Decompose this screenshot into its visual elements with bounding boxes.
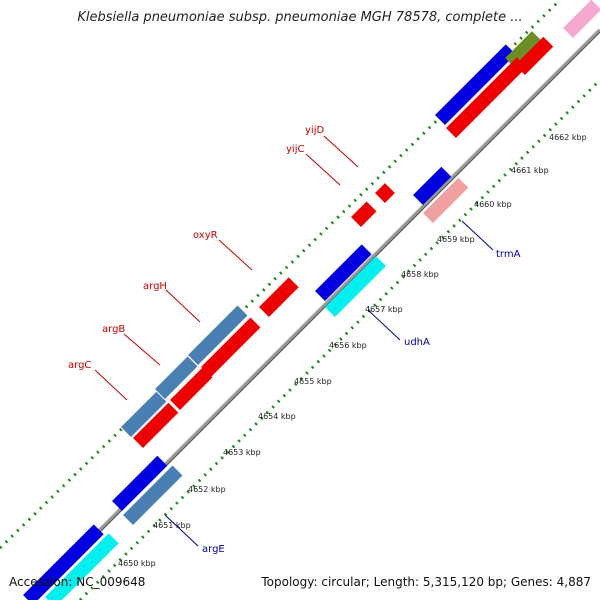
gene-label[interactable]: yijD bbox=[305, 125, 324, 136]
gene-block[interactable] bbox=[446, 57, 527, 138]
leader-line bbox=[323, 135, 359, 168]
ruler-tick-label: 4652 kbp bbox=[188, 485, 226, 494]
gene-block[interactable] bbox=[259, 277, 299, 317]
gene-block[interactable] bbox=[121, 391, 167, 437]
ruler-tick-label: 4662 kbp bbox=[549, 133, 587, 142]
gene-block[interactable] bbox=[375, 183, 395, 203]
gene-label[interactable]: argH bbox=[143, 281, 167, 292]
gene-label[interactable]: argB bbox=[102, 324, 125, 335]
map-title: Klebsiella pneumoniae subsp. pneumoniae … bbox=[77, 10, 523, 25]
gene-block[interactable] bbox=[563, 0, 600, 38]
ruler-tick-label: 4650 kbp bbox=[118, 559, 156, 568]
gene-block[interactable] bbox=[515, 36, 554, 75]
gene-block[interactable] bbox=[201, 317, 261, 377]
gene-label[interactable]: argE bbox=[202, 544, 225, 555]
gene-block[interactable] bbox=[45, 533, 119, 600]
gene-block[interactable] bbox=[423, 177, 469, 223]
gene-block[interactable] bbox=[155, 356, 198, 399]
gene-block[interactable] bbox=[170, 367, 213, 410]
leader-line bbox=[94, 369, 128, 401]
gene-block[interactable] bbox=[123, 465, 183, 525]
ruler-tick-labels: 4650 kbp 4651 kbp 4652 kbp 4653 kbp 4654… bbox=[118, 133, 587, 568]
ruler-tick-label: 4660 kbp bbox=[474, 200, 512, 209]
gene-label[interactable]: oxyR bbox=[193, 230, 218, 241]
leader-line bbox=[123, 333, 161, 366]
gene-block[interactable] bbox=[133, 402, 179, 448]
gene-label[interactable]: yijC bbox=[286, 144, 304, 155]
gene-block[interactable] bbox=[188, 305, 248, 365]
gene-label[interactable]: trmA bbox=[496, 249, 521, 260]
leader-line bbox=[218, 239, 253, 271]
upper-gene-labels: argC argB argH oxyR yijC yijD bbox=[68, 125, 359, 401]
gene-block[interactable] bbox=[435, 44, 516, 125]
gene-label[interactable]: udhA bbox=[404, 337, 430, 348]
leader-line bbox=[164, 514, 199, 547]
leader-line bbox=[165, 289, 201, 323]
ruler-tick-label: 4653 kbp bbox=[223, 448, 261, 457]
leader-line bbox=[461, 220, 494, 251]
accession-text: Accession: NC_009648 bbox=[9, 575, 146, 589]
gene-label[interactable]: argC bbox=[68, 360, 91, 371]
ruler-tick-label: 4658 kbp bbox=[401, 270, 439, 279]
ruler-tick-label: 4661 kbp bbox=[511, 166, 549, 175]
ruler-tick-label: 4657 kbp bbox=[365, 305, 403, 314]
gene-block[interactable] bbox=[23, 524, 104, 600]
leader-line bbox=[305, 153, 341, 186]
summary-text: Topology: circular; Length: 5,315,120 bp… bbox=[261, 575, 591, 589]
backbone-line-dark bbox=[31, 31, 600, 600]
leader-line bbox=[367, 309, 401, 341]
gene-block[interactable] bbox=[325, 256, 386, 317]
gene-block[interactable] bbox=[413, 166, 452, 205]
ruler-tick-label: 4654 kbp bbox=[258, 412, 296, 421]
ruler-tick-label: 4651 kbp bbox=[153, 521, 191, 530]
gene-block[interactable] bbox=[112, 455, 168, 511]
ruler-tick-label: 4659 kbp bbox=[437, 235, 475, 244]
gene-block[interactable] bbox=[315, 244, 372, 301]
gene-block[interactable] bbox=[505, 31, 542, 68]
ruler-tick-label: 4656 kbp bbox=[329, 341, 367, 350]
lower-gene-blocks bbox=[23, 166, 469, 600]
lower-gene-labels: argE udhA trmA bbox=[164, 220, 521, 555]
ruler-tick-label: 4655 kbp bbox=[294, 377, 332, 386]
backbone-line bbox=[28, 28, 600, 600]
gene-block[interactable] bbox=[351, 201, 377, 227]
upper-gene-blocks bbox=[121, 0, 600, 448]
